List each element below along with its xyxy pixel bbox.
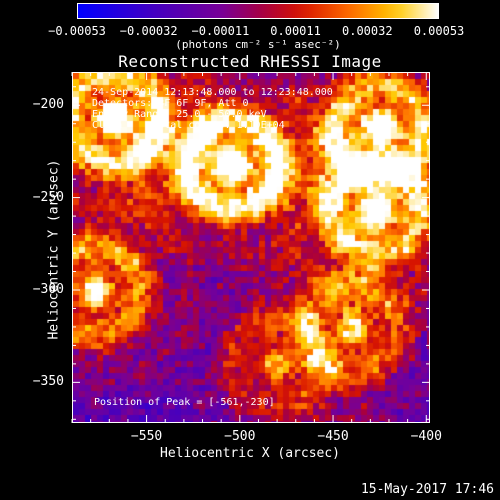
colorbar-units: (photons cm⁻² s⁻¹ asec⁻²) <box>175 38 341 51</box>
colorbar-tick-label: −0.00053 <box>48 24 106 38</box>
x-axis-label: Heliocentric X (arcsec) <box>159 446 341 461</box>
y-tick-label: −200 <box>32 97 64 113</box>
colorbar-tick-label: 0.00032 <box>341 24 393 38</box>
colorbar <box>77 3 439 19</box>
annotation-time-range: 24-Sep-2014 12:13:48.000 to 12:23:48.000 <box>92 87 333 98</box>
colorbar-tick-label: 0.00011 <box>270 24 321 38</box>
y-tick-label: −300 <box>32 281 64 297</box>
colorbar-tick-label: −0.00032 <box>119 24 178 38</box>
annotation-detectors: Detectors: 3F 6F 9F, Att 0 <box>92 98 249 109</box>
annotation-energy-range: Energy Range: 25.0 - 50.0 keV <box>92 109 267 120</box>
x-tick-label: −450 <box>317 429 349 444</box>
x-tick-label: −500 <box>224 429 256 444</box>
colorbar-tick-label: 0.00053 <box>413 24 465 38</box>
x-tick-label: −550 <box>130 429 163 444</box>
chart-title: Reconstructed RHESSI Image <box>118 52 382 71</box>
x-tick-label: −400 <box>410 429 442 444</box>
y-tick-label: −350 <box>32 374 64 390</box>
annotation-method-counts: Clean Total counts: 1.10E+04 <box>92 120 285 131</box>
annotation-peak-position: Position of Peak = [-561,-230] <box>94 397 275 408</box>
y-axis-label: Heliocentric Y (arcsec) <box>46 159 62 340</box>
image-plot-area <box>72 72 430 423</box>
date-stamp: 15-May-2017 17:46 <box>360 482 494 497</box>
heatmap-image <box>73 73 429 422</box>
y-tick-label: −250 <box>32 189 64 205</box>
colorbar-tick-label: −0.00011 <box>191 24 250 38</box>
